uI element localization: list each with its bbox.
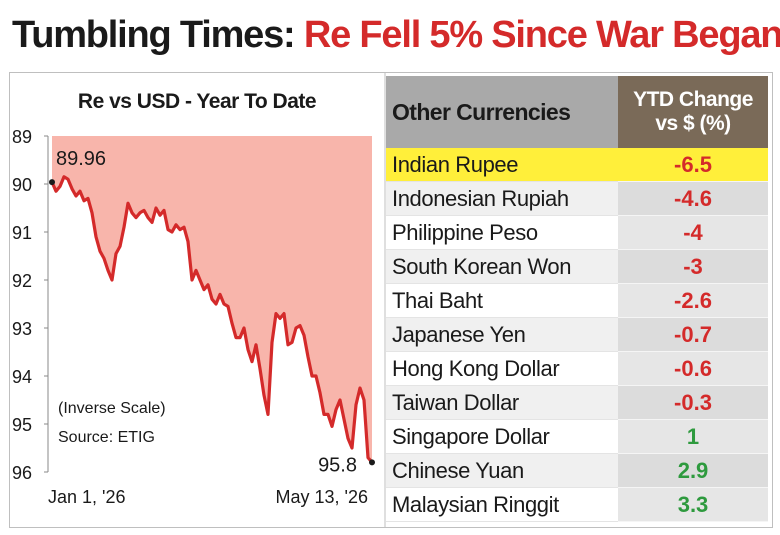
ytd-change-value: -0.6 bbox=[618, 352, 768, 386]
y-tick-label: 90 bbox=[12, 175, 32, 195]
ytd-change-value: -0.3 bbox=[618, 386, 768, 420]
headline-part1: Tumbling Times: bbox=[12, 14, 304, 56]
currency-name: Philippine Peso bbox=[386, 216, 618, 250]
y-tick-label: 94 bbox=[12, 367, 32, 387]
table-row: Chinese Yuan 2.9 bbox=[386, 454, 768, 488]
y-tick-label: 92 bbox=[12, 271, 32, 291]
source-note: Source: ETIG bbox=[58, 429, 155, 446]
ytd-change-value: -4.6 bbox=[618, 182, 768, 216]
table-row: Singapore Dollar 1 bbox=[386, 420, 768, 454]
headline: Tumbling Times: Re Fell 5% Since War Beg… bbox=[12, 4, 780, 66]
currency-name: Indonesian Rupiah bbox=[386, 182, 618, 216]
table-header-ytd-line1: YTD Change bbox=[633, 88, 753, 111]
start-point bbox=[49, 179, 55, 186]
y-tick-label: 95 bbox=[12, 415, 32, 435]
currency-name: Indian Rupee bbox=[386, 148, 618, 182]
table-row: Taiwan Dollar -0.3 bbox=[386, 386, 768, 420]
table-row: Indian Rupee -6.5 bbox=[386, 148, 768, 182]
x-end-label: May 13, '26 bbox=[276, 487, 369, 507]
headline-part2: Re Fell 5% Since War Began bbox=[303, 14, 780, 56]
y-tick-label: 96 bbox=[12, 463, 32, 483]
ytd-change-value: 2.9 bbox=[618, 454, 768, 488]
y-tick-label: 89 bbox=[12, 127, 32, 147]
y-tick-label: 93 bbox=[12, 319, 32, 339]
x-start-label: Jan 1, '26 bbox=[48, 487, 126, 507]
ytd-change-value: -6.5 bbox=[618, 148, 768, 182]
ytd-change-value: -4 bbox=[618, 216, 768, 250]
currency-name: Hong Kong Dollar bbox=[386, 352, 618, 386]
currency-name: Thai Baht bbox=[386, 284, 618, 318]
currency-name: Malaysian Ringgit bbox=[386, 488, 618, 522]
ytd-change-value: 1 bbox=[618, 420, 768, 454]
table-header-currency: Other Currencies bbox=[386, 76, 618, 148]
table-row: Japanese Yen -0.7 bbox=[386, 318, 768, 352]
start-value-label: 89.96 bbox=[56, 148, 106, 170]
ytd-change-value: 3.3 bbox=[618, 488, 768, 522]
table-row: Hong Kong Dollar -0.6 bbox=[386, 352, 768, 386]
table-row: Indonesian Rupiah -4.6 bbox=[386, 182, 768, 216]
y-tick-label: 91 bbox=[12, 223, 32, 243]
ytd-change-value: -0.7 bbox=[618, 318, 768, 352]
currency-name: Singapore Dollar bbox=[386, 420, 618, 454]
end-point bbox=[369, 459, 375, 466]
currency-name: Japanese Yen bbox=[386, 318, 618, 352]
end-value-label: 95.8 bbox=[318, 454, 357, 476]
rupee-series-line bbox=[50, 175, 374, 464]
chart-title: Re vs USD - Year To Date bbox=[78, 90, 316, 113]
currency-name: South Korean Won bbox=[386, 250, 618, 284]
table-header-ytd: YTD Change vs $ (%) bbox=[618, 76, 768, 148]
currency-table: Other Currencies YTD Change vs $ (%) Ind… bbox=[386, 76, 768, 524]
currency-name: Taiwan Dollar bbox=[386, 386, 618, 420]
ytd-change-value: -3 bbox=[618, 250, 768, 284]
inverse-scale-note: (Inverse Scale) bbox=[58, 400, 166, 417]
table-header-ytd-line2: vs $ (%) bbox=[655, 112, 731, 135]
currency-name: Chinese Yuan bbox=[386, 454, 618, 488]
table-row: Philippine Peso -4 bbox=[386, 216, 768, 250]
table-row: Malaysian Ringgit 3.3 bbox=[386, 488, 768, 522]
table-row: South Korean Won -3 bbox=[386, 250, 768, 284]
table-row: Thai Baht -2.6 bbox=[386, 284, 768, 318]
ytd-change-value: -2.6 bbox=[618, 284, 768, 318]
